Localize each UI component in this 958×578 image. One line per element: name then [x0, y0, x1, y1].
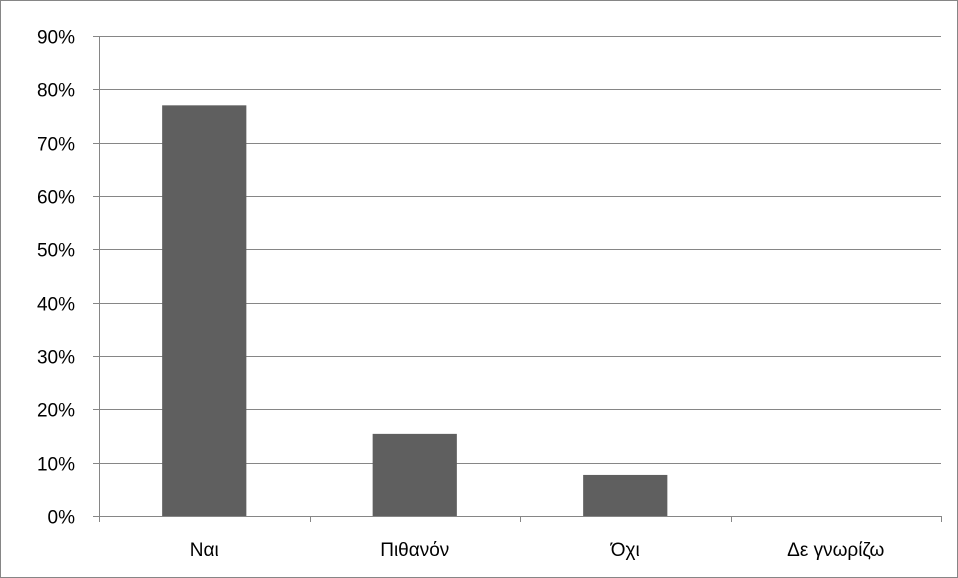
bar-1 [372, 433, 457, 516]
y-tick-label: 90% [37, 28, 75, 49]
y-tick-label: 60% [37, 188, 75, 209]
bar-0 [162, 105, 247, 516]
x-tick-label: Πιθανόν [380, 540, 449, 561]
y-tick-label: 0% [48, 508, 76, 529]
bars [162, 105, 668, 516]
y-tick-label: 30% [37, 348, 75, 369]
y-tick-label: 10% [37, 455, 75, 476]
y-tick-label: 40% [37, 295, 75, 316]
x-tick-label: Ναι [190, 540, 219, 561]
y-tick-label: 50% [37, 241, 75, 262]
x-axis-ticks: Ναι Πιθανόν Όχι Δε γνωρίζω [99, 516, 942, 561]
y-tick-label: 20% [37, 401, 75, 422]
x-tick-label: Όχι [610, 540, 640, 561]
y-tick-label: 70% [37, 135, 75, 156]
x-tick-label: Δε γνωρίζω [787, 540, 884, 561]
y-tick-label: 80% [37, 81, 75, 102]
bar-2 [583, 474, 668, 516]
y-axis-ticks: 0% 10% 20% 30% 40% 50% 60% 70% 80% 90% [37, 28, 99, 529]
